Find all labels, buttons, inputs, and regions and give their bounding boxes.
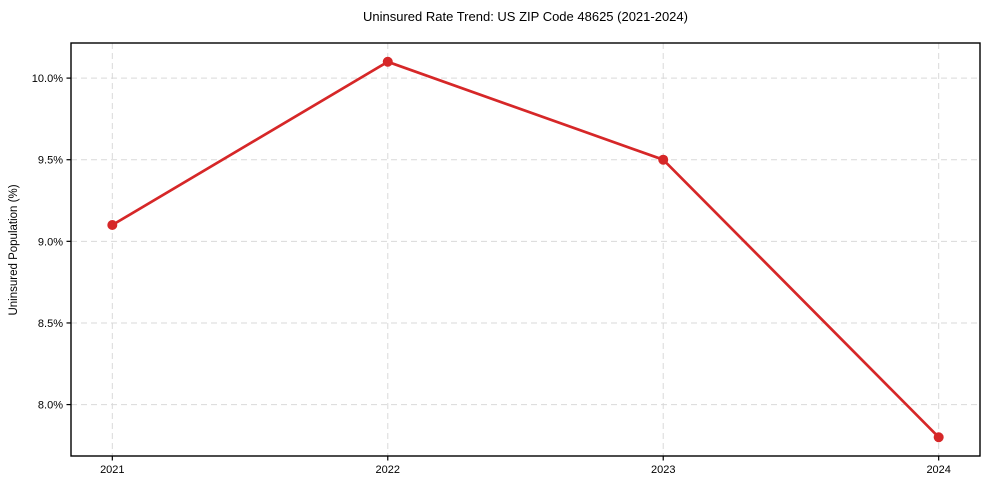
x-tick-label: 2021 [100,464,124,476]
y-tick-label: 9.5% [38,155,63,167]
data-point [658,154,669,165]
x-tick-label: 2024 [926,464,950,476]
y-tick-label: 8.0% [38,400,63,412]
y-tick-label: 8.5% [38,318,63,330]
data-point [107,220,118,231]
y-tick-label: 10.0% [32,73,63,85]
plot-frame [70,42,981,457]
x-tick-label: 2022 [376,464,400,476]
y-tick-label: 9.0% [38,236,63,248]
series-line [110,60,941,439]
x-tick-label: 2023 [651,464,675,476]
data-point [933,432,944,443]
data-point [382,56,393,67]
chart-title: Uninsured Rate Trend: US ZIP Code 48625 … [363,9,688,24]
